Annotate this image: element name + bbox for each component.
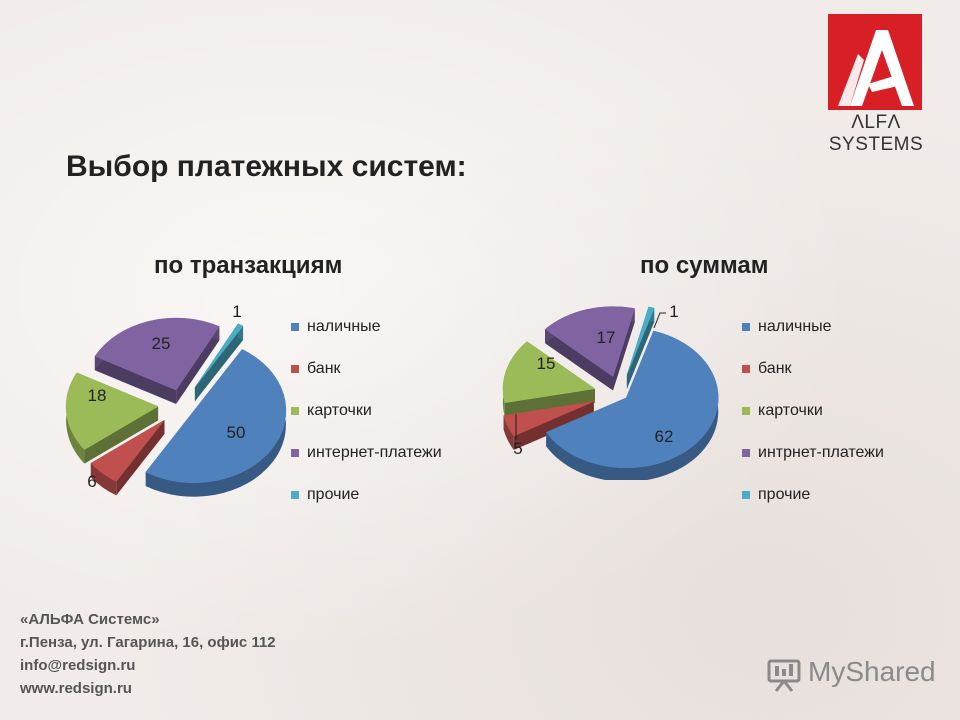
- pie-slice-2: [502, 341, 596, 417]
- data-label: 17: [597, 328, 616, 347]
- website-link[interactable]: www.redsign.ru: [20, 680, 132, 697]
- pie-slice-0: [145, 349, 287, 497]
- company-name: «АЛЬФА Системс»: [20, 611, 160, 628]
- legend-swatch: [291, 323, 299, 331]
- pie-slice-1: [90, 419, 165, 496]
- legend-label: интернет-платежи: [307, 444, 442, 461]
- legend-swatch: [742, 365, 750, 373]
- data-label: 6: [87, 472, 96, 491]
- pie-slice-4: [626, 306, 655, 389]
- legend-item: интернет-платежи: [291, 444, 442, 486]
- legend-swatch: [291, 491, 299, 499]
- legend-swatch: [291, 449, 299, 457]
- presentation-icon: [767, 659, 801, 692]
- pie-slice-1: [503, 401, 594, 451]
- legend-swatch: [742, 491, 750, 499]
- legend-label: карточки: [307, 402, 372, 419]
- legend-swatch: [742, 323, 750, 331]
- legend-label: карточки: [758, 402, 823, 419]
- data-label: 5: [513, 439, 522, 458]
- data-label: 18: [88, 386, 107, 405]
- legend-swatch: [291, 407, 299, 415]
- legend-item: карточки: [742, 402, 884, 444]
- chart-title-amounts: по суммам: [640, 252, 769, 279]
- legend-transactions: наличные банк карточки интернет-платежи …: [291, 318, 442, 528]
- contact-info: «АЛЬФА Системс» г.Пенза, ул. Гагарина, 1…: [20, 608, 276, 700]
- myshared-watermark: MyShared: [766, 654, 936, 694]
- chart-title-transactions: по транзакциям: [154, 252, 343, 279]
- legend-label: банк: [307, 360, 341, 377]
- alfa-logo-icon: [828, 14, 922, 110]
- label-leader-line: [653, 312, 666, 329]
- legend-swatch: [742, 407, 750, 415]
- pie-slice-3: [544, 306, 636, 391]
- legend-item: банк: [742, 360, 884, 402]
- data-label: 1: [669, 302, 678, 321]
- logo-text: ΛLFΛ SYSTEMS: [828, 112, 924, 155]
- data-label: 50: [227, 423, 246, 442]
- legend-item: интрнет-платежи: [742, 444, 884, 486]
- address: г.Пенза, ул. Гагарина, 16, офис 112: [20, 634, 276, 651]
- legend-item: банк: [291, 360, 442, 402]
- pie-slice-0: [545, 330, 719, 480]
- legend-item: наличные: [742, 318, 884, 360]
- legend-label: прочие: [307, 486, 360, 503]
- legend-label: наличные: [307, 318, 381, 335]
- legend-item: наличные: [291, 318, 442, 360]
- pie-slice-2: [65, 372, 159, 464]
- data-label: 15: [537, 354, 556, 373]
- legend-label: банк: [758, 360, 792, 377]
- pie-slice-3: [94, 317, 220, 405]
- company-logo: ΛLFΛ SYSTEMS: [806, 14, 946, 155]
- legend-swatch: [742, 449, 750, 457]
- legend-item: карточки: [291, 402, 442, 444]
- legend-item: прочие: [291, 486, 442, 528]
- legend-label: интрнет-платежи: [758, 444, 884, 461]
- watermark-text: MyShared: [808, 656, 936, 687]
- legend-swatch: [291, 365, 299, 373]
- pie-chart-amounts: 62 5 15 17 1: [502, 302, 719, 480]
- pie-chart-transactions: 50 6 18 25 1: [65, 302, 287, 497]
- page-title: Выбор платежных систем:: [66, 150, 467, 183]
- pie-slice-4: [194, 323, 244, 402]
- data-label: 1: [232, 302, 241, 321]
- legend-label: наличные: [758, 318, 832, 335]
- data-label: 25: [152, 334, 171, 353]
- legend-amounts: наличные банк карточки интрнет-платежи п…: [742, 318, 884, 528]
- data-label: 62: [655, 427, 674, 446]
- email-link[interactable]: info@redsign.ru: [20, 657, 136, 674]
- legend-item: прочие: [742, 486, 884, 528]
- legend-label: прочие: [758, 486, 811, 503]
